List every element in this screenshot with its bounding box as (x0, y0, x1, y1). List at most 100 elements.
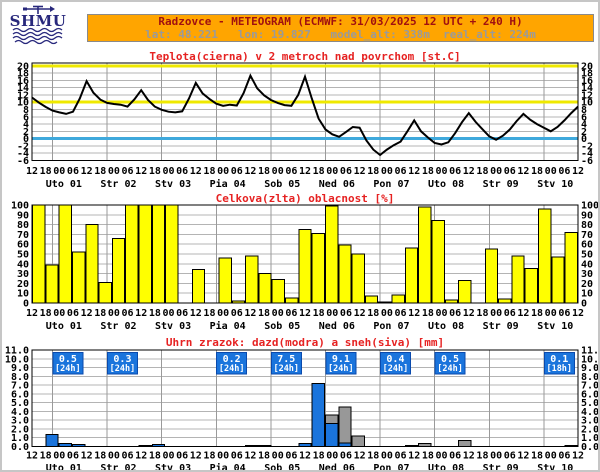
cloud-bar (98, 281, 112, 304)
hour-tick-label: 12 (354, 308, 366, 319)
y-tick-right: 8 (581, 105, 587, 116)
y-tick-right: 20 (581, 279, 593, 290)
hour-tick-label: 06 (176, 166, 188, 177)
day-label: Uto 01 (46, 321, 82, 332)
hour-tick-label: 00 (162, 308, 174, 319)
hour-tick-label: 18 (531, 166, 543, 177)
hour-tick-label: 12 (26, 166, 38, 177)
hour-tick-label: 12 (244, 166, 256, 177)
cloud-bar (538, 208, 552, 304)
daily-total-box: 0.4[24h] (379, 352, 411, 375)
y-tick-left: 40 (17, 259, 29, 270)
hour-tick-label: 06 (67, 308, 79, 319)
hour-tick-label: 18 (367, 166, 379, 177)
y-tick-right: 5.0 (581, 398, 599, 409)
shmu-logo: SHMU (9, 5, 67, 45)
hour-tick-label: 12 (26, 308, 38, 319)
hour-tick-label: 18 (40, 451, 52, 462)
hour-tick-label: 12 (190, 308, 202, 319)
hour-tick-label: 00 (53, 308, 65, 319)
hour-tick-label: 00 (108, 166, 120, 177)
hour-tick-label: 12 (26, 451, 38, 462)
daily-total-value: 9.1 (332, 354, 350, 365)
cloud-bar (258, 273, 272, 304)
page-title: Radzovce - METEOGRAM (ECMWF: 31/03/2025 … (158, 15, 523, 28)
daily-total-window: [24h] (437, 364, 463, 374)
y-tick-left: 20 (17, 61, 29, 72)
day-label: Pon 07 (373, 321, 409, 332)
hour-tick-label: 12 (244, 308, 256, 319)
hour-tick-label: 00 (272, 308, 284, 319)
y-tick-right: 2.0 (581, 424, 599, 435)
hour-tick-label: 18 (149, 308, 161, 319)
y-tick-left: 14 (17, 83, 29, 94)
day-label: Pon 07 (373, 179, 409, 190)
day-label: Ned 06 (319, 321, 355, 332)
y-tick-left: 4 (23, 120, 29, 131)
y-tick-left: 70 (17, 230, 29, 241)
daily-total-window: [24h] (383, 364, 409, 374)
day-label: Ned 06 (319, 463, 355, 472)
hour-tick-label: 18 (203, 308, 215, 319)
hour-tick-label: 12 (463, 308, 475, 319)
cloud-bar (498, 298, 512, 304)
hour-tick-label: 18 (313, 308, 325, 319)
hour-tick-label: 12 (81, 166, 93, 177)
cloud-bar (524, 268, 539, 304)
rain-bar (338, 442, 352, 447)
y-tick-right: 30 (581, 269, 593, 280)
hour-tick-label: 12 (408, 451, 420, 462)
header-banner: Radzovce - METEOGRAM (ECMWF: 31/03/2025 … (87, 14, 594, 42)
logo-waves (12, 27, 63, 45)
day-label: Str 09 (483, 463, 519, 472)
shmu-logo-graphic: SHMU (10, 5, 66, 45)
hour-tick-label: 00 (435, 308, 447, 319)
hour-tick-label: 18 (422, 308, 434, 319)
y-tick-right: 3.0 (581, 416, 599, 427)
cloud-bar (311, 232, 325, 304)
location-info: lat: 48.221 lon: 19.827 model_alt: 338m … (145, 28, 536, 41)
day-label: Sob 05 (264, 321, 300, 332)
y-tick-right: 9.0 (581, 363, 599, 374)
hour-tick-label: 12 (354, 166, 366, 177)
hour-tick-label: 12 (135, 166, 147, 177)
y-tick-right: 20 (581, 61, 593, 72)
y-tick-left: 50 (17, 250, 29, 261)
daily-total-box: 0.5[24h] (434, 352, 466, 375)
day-label: Pia 04 (210, 320, 246, 332)
hour-tick-label: 06 (558, 451, 570, 462)
hour-tick-label: 18 (258, 451, 270, 462)
hour-tick-label: 00 (545, 451, 557, 462)
cloud-bar (245, 255, 259, 304)
y-tick-right: 4.0 (581, 407, 599, 418)
y-tick-right: 0.0 (581, 442, 599, 453)
hour-tick-label: 18 (258, 166, 270, 177)
hour-tick-label: 06 (122, 308, 134, 319)
y-tick-right: 10 (581, 289, 593, 300)
hour-tick-label: 12 (190, 451, 202, 462)
chart-title: Uhrn zrazok: dazd(modra) a sneh(siva) [m… (166, 336, 444, 349)
hour-tick-label: 18 (422, 451, 434, 462)
y-tick-left: 0 (23, 134, 29, 145)
hour-tick-label: 12 (135, 308, 147, 319)
cloud-bar (151, 204, 166, 304)
daily-total-value: 0.4 (386, 354, 404, 365)
hour-tick-label: 06 (449, 451, 461, 462)
day-label: Str 02 (100, 463, 136, 472)
hour-tick-label: 06 (67, 451, 79, 462)
hour-tick-label: 18 (203, 166, 215, 177)
hour-tick-label: 12 (299, 451, 311, 462)
day-label: Uto 08 (428, 321, 464, 332)
hour-tick-label: 06 (558, 166, 570, 177)
day-label: Ned 06 (319, 179, 355, 190)
cloud-bar (458, 279, 472, 304)
hour-tick-label: 06 (285, 166, 297, 177)
day-label: Uto 01 (46, 463, 82, 472)
hour-tick-label: 18 (476, 166, 488, 177)
y-tick-right: 16 (581, 76, 593, 87)
hour-tick-label: 12 (572, 451, 584, 462)
hour-tick-label: 00 (545, 308, 557, 319)
hour-tick-label: 12 (463, 166, 475, 177)
y-tick-right: 90 (581, 210, 593, 221)
